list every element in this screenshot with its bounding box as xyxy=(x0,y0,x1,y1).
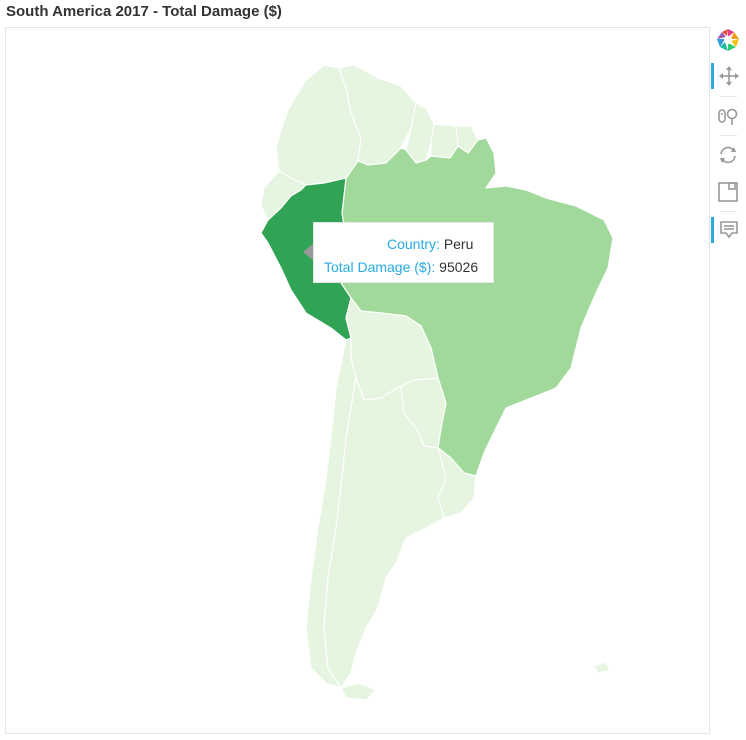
plot-toolbar xyxy=(711,27,746,267)
region-argentina[interactable] xyxy=(323,377,452,689)
reset-icon xyxy=(720,146,736,164)
hover-tool-button[interactable] xyxy=(711,217,744,243)
hover-icon xyxy=(720,221,738,239)
tooltip-pointer xyxy=(303,244,313,260)
region-tierra-del-fuego[interactable] xyxy=(340,682,377,701)
toolbar-divider xyxy=(720,211,737,212)
map-plot-area[interactable] xyxy=(5,27,710,734)
reset-tool-button[interactable] xyxy=(715,142,741,168)
chart-title: South America 2017 - Total Damage ($) xyxy=(6,3,282,20)
south-america-map[interactable] xyxy=(6,28,711,735)
pan-tool-button[interactable] xyxy=(711,63,744,89)
region-uruguay[interactable] xyxy=(437,447,477,519)
save-tool-button[interactable] xyxy=(715,179,741,205)
tooltip-damage-label: Total Damage ($): xyxy=(324,259,436,275)
toolbar-divider xyxy=(720,135,737,136)
toolbar-divider xyxy=(720,96,737,97)
tooltip-damage-value: 95026 xyxy=(439,259,479,275)
save-icon xyxy=(718,182,738,202)
pan-icon xyxy=(719,66,739,86)
tooltip-country-value: Peru xyxy=(443,236,474,252)
tooltip-country-label: Country: xyxy=(387,236,440,252)
wheel-zoom-icon xyxy=(718,108,738,125)
hover-tooltip: Country: Peru Total Damage ($): 95026 xyxy=(303,222,494,283)
wheel-zoom-tool-button[interactable] xyxy=(715,103,741,129)
bokeh-logo-icon[interactable] xyxy=(715,27,741,53)
region-falkland-islands[interactable] xyxy=(593,661,611,674)
